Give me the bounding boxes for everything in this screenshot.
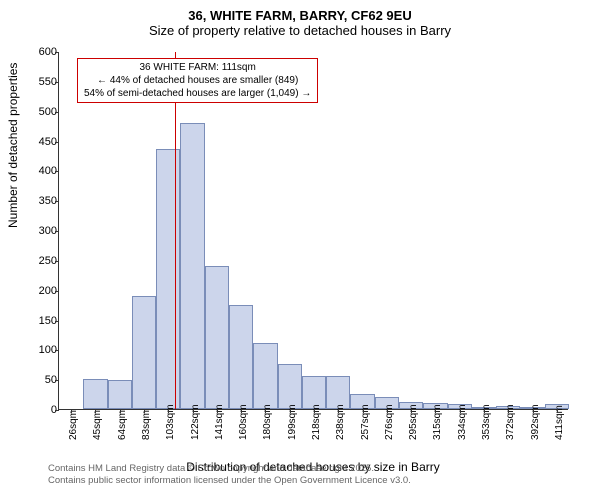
x-tick-label: 122sqm [190, 404, 201, 440]
histogram-bar [83, 379, 107, 409]
y-tick-mark [55, 380, 59, 381]
annotation-line3: 54% of semi-detached houses are larger (… [84, 87, 311, 100]
x-tick-label: 26sqm [68, 410, 79, 440]
y-tick-mark [55, 142, 59, 143]
chart-title: 36, WHITE FARM, BARRY, CF62 9EU Size of … [0, 8, 600, 38]
y-tick-mark [55, 52, 59, 53]
y-tick-label: 550 [29, 76, 57, 88]
y-tick-label: 600 [29, 46, 57, 58]
y-tick-label: 0 [29, 404, 57, 416]
x-tick-label: 372sqm [505, 404, 516, 440]
histogram-bar [180, 123, 204, 409]
x-tick-mark [460, 409, 461, 413]
x-tick-label: 160sqm [238, 404, 249, 440]
x-tick-label: 315sqm [432, 404, 443, 440]
histogram-bar [229, 305, 253, 409]
x-tick-label: 83sqm [141, 410, 152, 440]
x-tick-mark [387, 409, 388, 413]
x-tick-label: 180sqm [262, 404, 273, 440]
y-tick-label: 450 [29, 136, 57, 148]
x-tick-mark [120, 409, 121, 413]
x-tick-mark [241, 409, 242, 413]
plot-area: 05010015020025030035040045050055060026sq… [58, 52, 568, 410]
y-tick-mark [55, 201, 59, 202]
x-tick-mark [484, 409, 485, 413]
y-tick-mark [55, 291, 59, 292]
x-tick-label: 334sqm [457, 404, 468, 440]
annotation-line2: ← 44% of detached houses are smaller (84… [84, 74, 311, 87]
chart-container: 36, WHITE FARM, BARRY, CF62 9EU Size of … [0, 8, 600, 488]
x-tick-mark [435, 409, 436, 413]
x-tick-mark [290, 409, 291, 413]
y-tick-mark [55, 82, 59, 83]
x-tick-label: 276sqm [384, 404, 395, 440]
marker-line [175, 52, 176, 409]
x-tick-label: 141sqm [214, 404, 225, 440]
y-tick-label: 50 [29, 374, 57, 386]
histogram-bar [253, 343, 277, 409]
x-tick-label: 295sqm [408, 404, 419, 440]
x-tick-label: 218sqm [311, 404, 322, 440]
x-tick-mark [533, 409, 534, 413]
y-tick-label: 300 [29, 225, 57, 237]
y-axis-label: Number of detached properties [6, 63, 20, 228]
x-tick-mark [71, 409, 72, 413]
y-tick-label: 350 [29, 195, 57, 207]
x-tick-mark [557, 409, 558, 413]
x-tick-mark [95, 409, 96, 413]
title-line1: 36, WHITE FARM, BARRY, CF62 9EU [0, 8, 600, 23]
x-tick-mark [314, 409, 315, 413]
x-tick-label: 45sqm [92, 410, 103, 440]
histogram-bar [278, 364, 302, 409]
x-tick-mark [144, 409, 145, 413]
y-tick-label: 400 [29, 165, 57, 177]
y-tick-mark [55, 171, 59, 172]
y-tick-mark [55, 321, 59, 322]
histogram-bar [156, 149, 180, 409]
x-tick-label: 353sqm [481, 404, 492, 440]
x-tick-label: 199sqm [287, 404, 298, 440]
y-tick-mark [55, 231, 59, 232]
histogram-bar [205, 266, 229, 409]
y-tick-label: 250 [29, 255, 57, 267]
x-tick-mark [508, 409, 509, 413]
x-tick-label: 238sqm [335, 404, 346, 440]
y-tick-label: 200 [29, 285, 57, 297]
y-tick-mark [55, 410, 59, 411]
histogram-bar [108, 380, 132, 409]
x-tick-label: 257sqm [360, 404, 371, 440]
footer-line1: Contains HM Land Registry data © Crown c… [48, 463, 411, 474]
x-tick-mark [193, 409, 194, 413]
y-tick-mark [55, 112, 59, 113]
x-tick-mark [338, 409, 339, 413]
x-tick-mark [168, 409, 169, 413]
y-tick-label: 500 [29, 106, 57, 118]
title-line2: Size of property relative to detached ho… [0, 23, 600, 38]
annotation-box: 36 WHITE FARM: 111sqm ← 44% of detached … [77, 58, 318, 103]
x-tick-mark [411, 409, 412, 413]
y-tick-mark [55, 261, 59, 262]
x-tick-mark [363, 409, 364, 413]
annotation-line1: 36 WHITE FARM: 111sqm [84, 61, 311, 74]
footer-line2: Contains public sector information licen… [48, 475, 411, 486]
x-tick-label: 392sqm [530, 404, 541, 440]
x-tick-label: 103sqm [165, 404, 176, 440]
x-tick-mark [265, 409, 266, 413]
y-tick-label: 150 [29, 315, 57, 327]
x-tick-label: 411sqm [554, 405, 565, 440]
y-tick-mark [55, 350, 59, 351]
histogram-bar [132, 296, 156, 409]
x-tick-mark [217, 409, 218, 413]
footer-text: Contains HM Land Registry data © Crown c… [48, 463, 411, 486]
y-tick-label: 100 [29, 344, 57, 356]
x-tick-label: 64sqm [117, 410, 128, 440]
